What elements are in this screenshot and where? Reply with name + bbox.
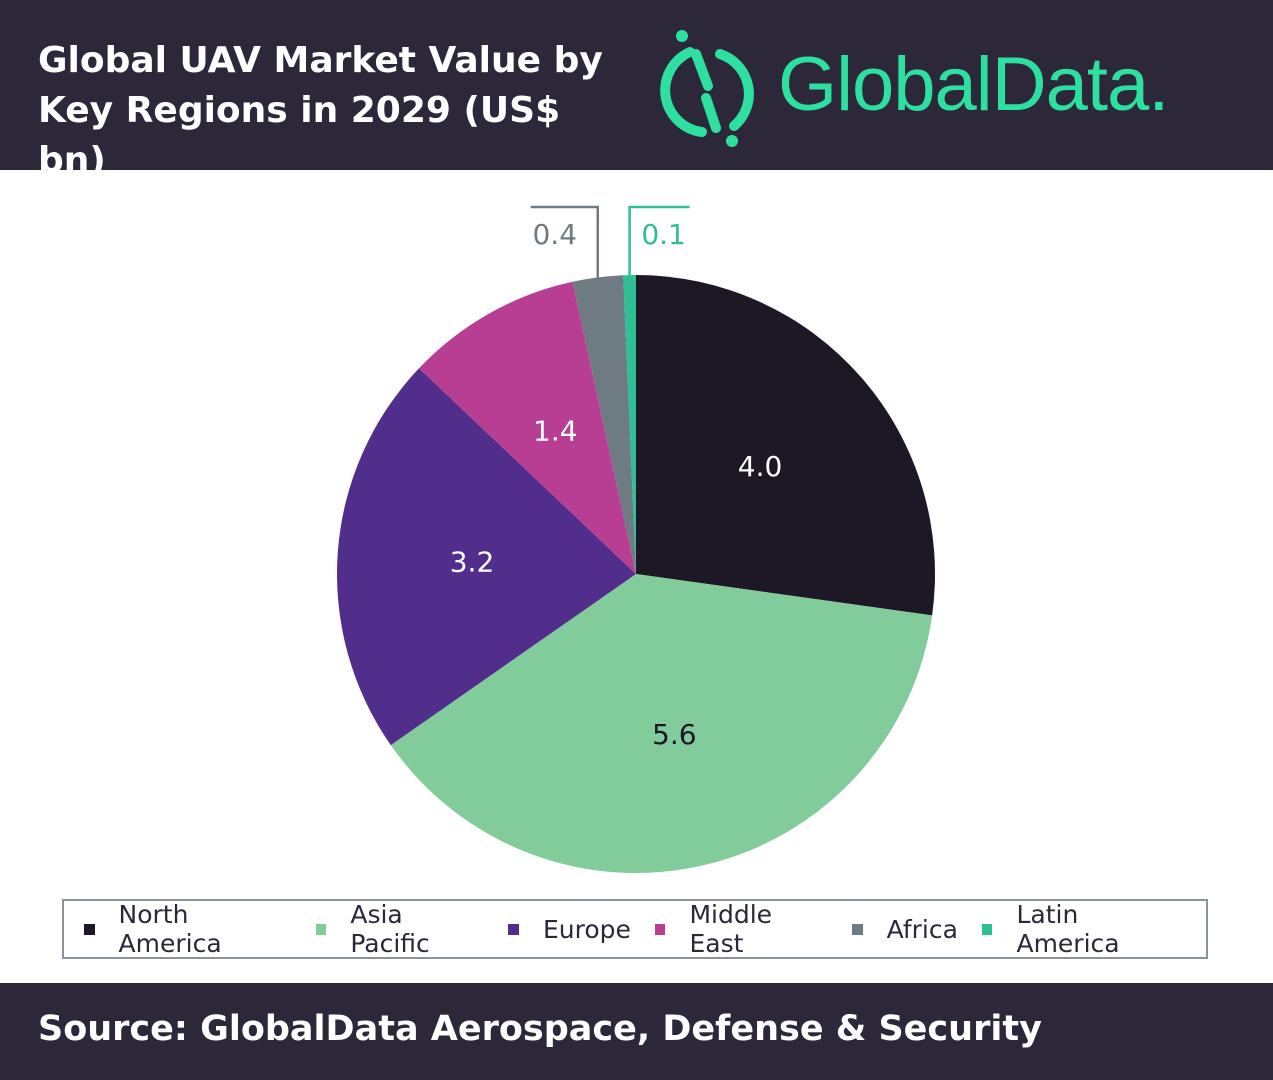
legend-swatch	[654, 923, 666, 935]
pie-chart: 4.0 5.6 3.2 1.4 0.4 0.1	[337, 205, 936, 874]
slice-africa	[572, 275, 636, 574]
header: Global UAV Market Value by Key Regions i…	[0, 0, 1273, 181]
legend-label: Asia Pacific	[350, 900, 430, 958]
legend-item-latin-america: Latin America	[981, 900, 1182, 958]
legend-label: Africa	[886, 914, 958, 944]
logo-text: GlobalData.	[778, 42, 1169, 127]
legend-item-north-america: North America	[84, 900, 292, 958]
slice-latin-america	[623, 275, 636, 574]
data-label-middle-east: 1.4	[533, 415, 578, 448]
legend-item-middle-east: Middle East	[654, 900, 828, 958]
legend-swatch	[851, 923, 863, 935]
legend-item-africa: Africa	[851, 914, 958, 944]
data-label-africa: 0.4	[532, 218, 577, 251]
legend-swatch	[508, 923, 520, 935]
footer: Source: GlobalData Aerospace, Defense & …	[0, 983, 1273, 1080]
data-label-asia-pacific: 5.6	[652, 718, 697, 751]
chart-title: Global UAV Market Value by Key Regions i…	[38, 40, 603, 181]
slice-europe	[337, 368, 636, 746]
legend-swatch	[981, 923, 993, 935]
leader-line-africa	[530, 205, 600, 278]
legend-label: North America	[118, 900, 222, 958]
data-label-latin-america: 0.1	[641, 218, 686, 251]
globaldata-logo-icon	[660, 30, 754, 147]
legend-label: Europe	[543, 914, 631, 944]
legend-label: Middle East	[689, 900, 773, 958]
data-label-north-america: 4.0	[738, 450, 783, 483]
source-text: Source: GlobalData Aerospace, Defense & …	[38, 1009, 1042, 1049]
legend-item-asia-pacific: Asia Pacific	[315, 900, 484, 958]
leader-line-latin-america	[628, 205, 690, 276]
slice-asia-pacific	[390, 574, 933, 874]
slice-middle-east	[419, 281, 636, 574]
legend: North America Asia Pacific Europe Middle Ea…	[62, 899, 1208, 959]
data-label-europe: 3.2	[450, 546, 495, 579]
legend-item-europe: Europe	[508, 915, 631, 944]
legend-swatch	[84, 923, 95, 935]
legend-swatch	[315, 923, 327, 935]
legend-label: Latin America	[1016, 900, 1120, 958]
slice-north-america	[636, 275, 936, 616]
